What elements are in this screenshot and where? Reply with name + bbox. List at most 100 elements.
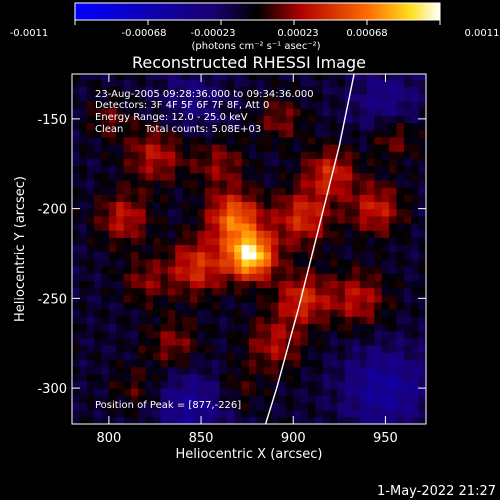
heatmap-cell bbox=[381, 86, 390, 95]
heatmap-cell bbox=[256, 373, 265, 382]
heatmap-cell bbox=[315, 416, 324, 424]
heatmap-cell bbox=[94, 222, 103, 231]
heatmap-cell bbox=[167, 352, 176, 360]
heatmap-cell bbox=[374, 187, 383, 195]
heatmap-cell bbox=[167, 373, 176, 382]
heatmap-cell bbox=[300, 409, 309, 418]
heatmap-cell bbox=[271, 136, 280, 145]
heatmap-cell bbox=[153, 100, 162, 109]
heatmap-cell bbox=[359, 323, 368, 332]
heatmap-cell bbox=[182, 395, 191, 404]
heatmap-cell bbox=[234, 273, 243, 282]
heatmap-cell bbox=[367, 201, 375, 210]
heatmap-cell bbox=[278, 366, 287, 375]
heatmap-cell bbox=[330, 230, 339, 238]
heatmap-cell bbox=[374, 316, 383, 325]
heatmap-cell bbox=[226, 230, 235, 238]
heatmap-cell bbox=[234, 251, 243, 260]
y-tick-label: -150 bbox=[37, 113, 67, 128]
heatmap-cell bbox=[315, 144, 324, 152]
heatmap-cell bbox=[293, 266, 302, 274]
heatmap-cell bbox=[190, 251, 198, 260]
heatmap-cell bbox=[182, 172, 191, 181]
heatmap-cell bbox=[403, 345, 412, 353]
heatmap-cell bbox=[204, 100, 213, 109]
heatmap-cell bbox=[94, 244, 103, 253]
heatmap-cell bbox=[182, 380, 191, 389]
heatmap-cell bbox=[403, 244, 412, 253]
chart-title: Reconstructed RHESSI Image bbox=[132, 53, 366, 72]
heatmap-cell bbox=[249, 151, 257, 159]
heatmap-cell bbox=[234, 74, 243, 80]
heatmap-cell bbox=[278, 74, 287, 80]
heatmap-cell bbox=[344, 237, 353, 246]
heatmap-cell bbox=[411, 395, 420, 404]
heatmap-cell bbox=[418, 316, 426, 325]
heatmap-cell bbox=[374, 222, 383, 231]
heatmap-cell bbox=[315, 165, 324, 174]
heatmap-cell bbox=[182, 402, 191, 411]
heatmap-cell bbox=[138, 388, 147, 396]
heatmap-cell bbox=[367, 136, 375, 145]
heatmap-cell bbox=[396, 309, 405, 317]
heatmap-cell bbox=[108, 258, 117, 267]
heatmap-cell bbox=[278, 258, 287, 267]
heatmap-cell bbox=[94, 93, 103, 102]
heatmap-cell bbox=[418, 266, 426, 274]
heatmap-cell bbox=[226, 201, 235, 210]
heatmap-cell bbox=[108, 86, 117, 95]
heatmap-cell bbox=[367, 280, 375, 289]
heatmap-cell bbox=[308, 158, 316, 167]
heatmap-cell bbox=[204, 222, 213, 231]
heatmap-cell bbox=[79, 388, 88, 396]
heatmap-cell bbox=[212, 165, 221, 174]
heatmap-cell bbox=[374, 266, 383, 274]
heatmap-cell bbox=[300, 323, 309, 332]
heatmap-cell bbox=[330, 129, 339, 138]
heatmap-cell bbox=[86, 373, 95, 382]
heatmap-cell bbox=[219, 100, 228, 109]
heatmap-cell bbox=[131, 330, 139, 339]
heatmap-cell bbox=[101, 136, 110, 145]
heatmap-cell bbox=[418, 280, 426, 289]
heatmap-cell bbox=[241, 388, 250, 396]
heatmap-cell bbox=[285, 230, 294, 238]
heatmap-cell bbox=[234, 108, 243, 116]
heatmap-cell bbox=[411, 122, 420, 131]
heatmap-cell bbox=[241, 187, 250, 195]
heatmap-cell bbox=[396, 100, 405, 109]
heatmap-cell bbox=[300, 251, 309, 260]
heatmap-cell bbox=[116, 330, 125, 339]
heatmap-cell bbox=[79, 416, 88, 424]
heatmap-cell bbox=[330, 251, 339, 260]
heatmap-cell bbox=[403, 273, 412, 282]
heatmap-cell bbox=[86, 86, 95, 95]
heatmap-cell bbox=[278, 108, 287, 116]
heatmap-cell bbox=[352, 373, 361, 382]
time-range-text: 23-Aug-2005 09:28:36.000 to 09:34:36.000 bbox=[95, 89, 314, 100]
heatmap-cell bbox=[116, 388, 125, 396]
heatmap-cell bbox=[123, 222, 132, 231]
heatmap-cell bbox=[190, 323, 198, 332]
heatmap-cell bbox=[337, 201, 346, 210]
heatmap-cell bbox=[197, 179, 206, 188]
heatmap-cell bbox=[367, 158, 375, 167]
heatmap-cell bbox=[241, 273, 250, 282]
heatmap-cell bbox=[226, 222, 235, 231]
heatmap-cell bbox=[79, 251, 88, 260]
heatmap-cell bbox=[403, 301, 412, 310]
heatmap-cell bbox=[293, 144, 302, 152]
heatmap-cell bbox=[256, 388, 265, 396]
heatmap-cell bbox=[94, 165, 103, 174]
heatmap-cell bbox=[278, 323, 287, 332]
heatmap-cell bbox=[241, 345, 250, 353]
heatmap-cell bbox=[396, 287, 405, 296]
heatmap-cell bbox=[367, 179, 375, 188]
heatmap-cell bbox=[190, 416, 198, 424]
heatmap-cell bbox=[418, 74, 426, 80]
heatmap-cell bbox=[337, 366, 346, 375]
heatmap-cell bbox=[249, 258, 257, 267]
heatmap-cell bbox=[396, 179, 405, 188]
heatmap-cell bbox=[411, 208, 420, 217]
heatmap-cell bbox=[403, 380, 412, 389]
